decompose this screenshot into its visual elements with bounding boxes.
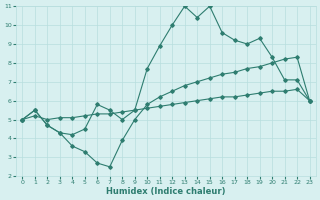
X-axis label: Humidex (Indice chaleur): Humidex (Indice chaleur) — [106, 187, 226, 196]
